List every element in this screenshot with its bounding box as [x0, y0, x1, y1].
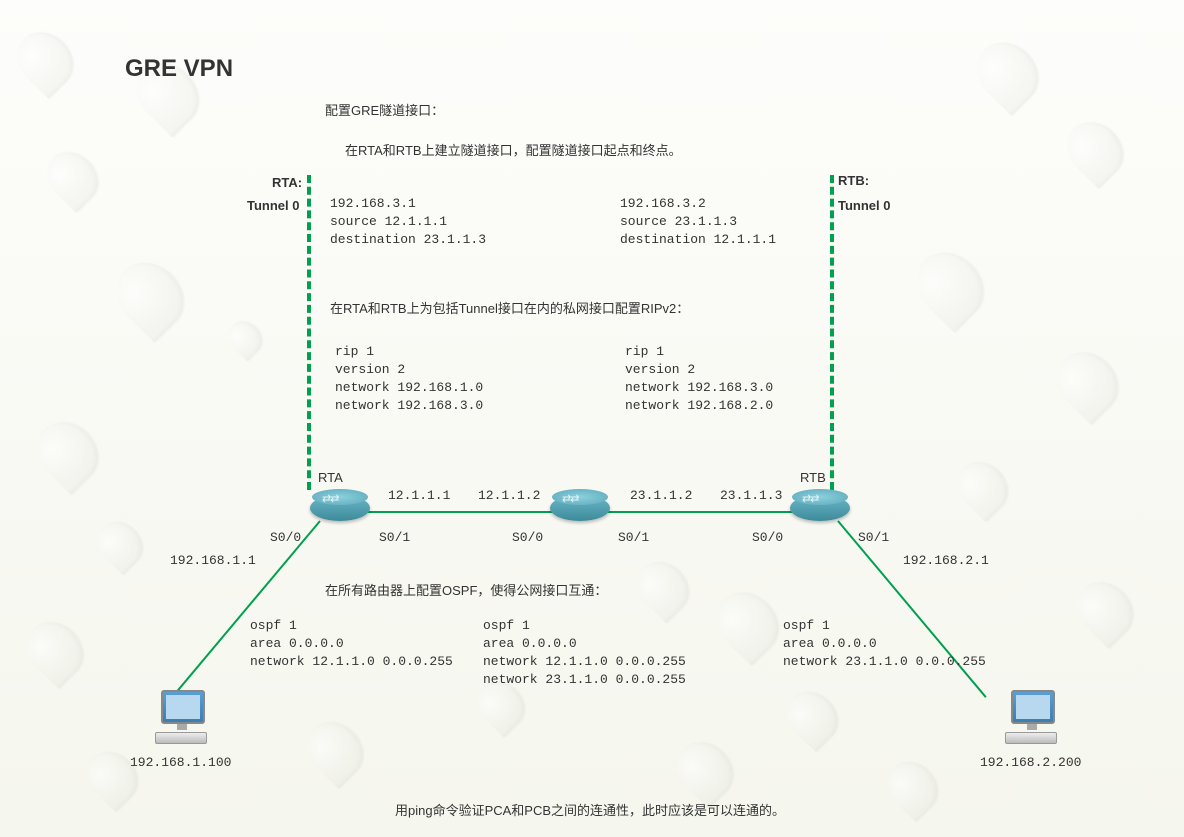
rtb-router-label: RTB: [800, 470, 826, 485]
mid-s00-ip: 12.1.1.2: [478, 488, 540, 503]
rtb-lan-ip: 192.168.2.1: [903, 553, 989, 568]
rtb-s01: S0/1: [858, 530, 889, 545]
pcb-ip: 192.168.2.200: [980, 755, 1081, 770]
rta-s00: S0/0: [270, 530, 301, 545]
rtb-s00-ip: 23.1.1.3: [720, 488, 782, 503]
heading-ospf: 在所有路由器上配置OSPF，使得公网接口互通：: [325, 580, 607, 599]
rtb-label: RTB:: [838, 173, 869, 188]
rtb-s00: S0/0: [752, 530, 783, 545]
rtb-tunnel: Tunnel 0: [838, 198, 890, 213]
heading-ping: 用ping命令验证PCA和PCB之间的连通性，此时应该是可以连通的。: [395, 800, 785, 819]
rta-lan-ip: 192.168.1.1: [170, 553, 256, 568]
rta-label: RTA:: [272, 175, 302, 190]
rta-rip-config: rip 1 version 2 network 192.168.1.0 netw…: [335, 343, 483, 415]
router-rta: ⇄⇄: [310, 495, 370, 529]
mid-ospf: ospf 1 area 0.0.0.0 network 12.1.1.0 0.0…: [483, 617, 686, 689]
heading-rip: 在RTA和RTB上为包括Tunnel接口在内的私网接口配置RIPv2：: [330, 298, 689, 317]
tunnel-line-left: [307, 175, 311, 490]
page-title: GRE VPN: [125, 55, 233, 83]
rtb-rip-config: rip 1 version 2 network 192.168.3.0 netw…: [625, 343, 773, 415]
mid-s01: S0/1: [618, 530, 649, 545]
rta-ospf: ospf 1 area 0.0.0.0 network 12.1.1.0 0.0…: [250, 617, 453, 671]
mid-s00: S0/0: [512, 530, 543, 545]
link-rtb-pcb: [837, 520, 986, 697]
pca-ip: 192.168.1.100: [130, 755, 231, 770]
rta-s01: S0/1: [379, 530, 410, 545]
rta-tunnel-config: 192.168.3.1 source 12.1.1.1 destination …: [330, 195, 486, 249]
rtb-tunnel-config: 192.168.3.2 source 23.1.1.3 destination …: [620, 195, 776, 249]
router-mid: ⇄⇄: [550, 495, 610, 529]
router-rtb: ⇄⇄: [790, 495, 850, 529]
tunnel-line-right: [830, 175, 834, 490]
link-mid-rtb: [605, 511, 795, 513]
rta-s01-ip: 12.1.1.1: [388, 488, 450, 503]
mid-s01-ip: 23.1.1.2: [630, 488, 692, 503]
rta-tunnel: Tunnel 0: [247, 198, 299, 213]
rtb-ospf: ospf 1 area 0.0.0.0 network 23.1.1.0 0.0…: [783, 617, 986, 671]
heading-establish: 在RTA和RTB上建立隧道接口，配置隧道接口起点和终点。: [345, 140, 682, 159]
heading-gre-tunnel: 配置GRE隧道接口：: [325, 100, 444, 119]
link-rta-mid: [365, 511, 555, 513]
pc-pcb: [1005, 690, 1059, 744]
pc-pca: [155, 690, 209, 744]
rta-router-label: RTA: [318, 470, 343, 485]
link-rta-pca: [171, 520, 320, 697]
